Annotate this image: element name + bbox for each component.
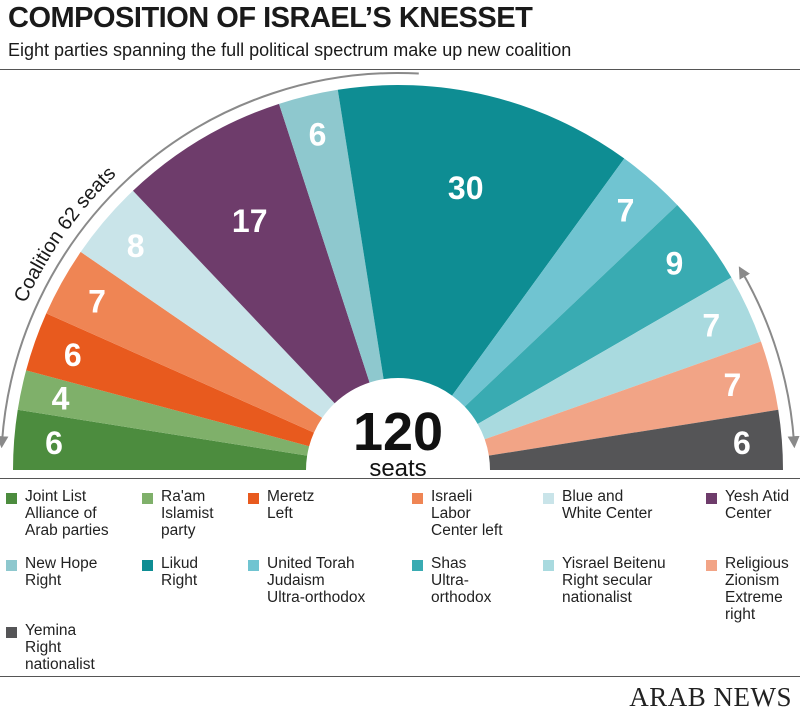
bottom-divider: [0, 676, 800, 677]
brand-logo: ARAB NEWS: [629, 682, 792, 712]
slice-1: [17, 370, 310, 456]
legend-party-desc: White Center: [562, 505, 653, 522]
slice-8: [452, 158, 678, 407]
legend-item: Blue and White Center: [543, 488, 652, 522]
legend-party-desc: Ultra-orthodox: [267, 589, 366, 606]
legend-swatch: [706, 493, 717, 504]
slice-value-label: 8: [127, 228, 145, 264]
slice-value-label: 6: [64, 337, 82, 373]
legend-party-desc: nationalist: [25, 656, 95, 673]
legend-item: Likud Right: [142, 555, 198, 589]
legend-party-name: Shas: [431, 555, 467, 572]
legend-item: Religious Zionism Extreme right: [706, 555, 789, 623]
slice-value-label: 30: [448, 170, 484, 206]
legend-party-desc: Extreme: [725, 589, 783, 606]
legend-party-desc: Left: [267, 505, 293, 522]
legend-party-desc: Islamist: [161, 505, 214, 522]
legend-party-desc: Arab parties: [25, 522, 109, 539]
legend-party-name: Yisrael Beitenu: [562, 555, 666, 572]
legend-party-desc: Right: [25, 572, 62, 589]
legend-party-desc: Labor: [431, 505, 471, 522]
legend-swatch: [248, 560, 259, 571]
legend-item: Shas Ultra-orthodox: [412, 555, 491, 606]
legend-party-name: Yesh Atid: [725, 488, 790, 505]
legend-party-desc: Judaism: [267, 572, 325, 589]
slice-2: [26, 313, 314, 447]
legend-party-desc: Right: [161, 572, 198, 589]
slice-value-label: 7: [88, 283, 106, 319]
legend-party-desc: Zionism: [725, 572, 780, 589]
legend-party-name: Blue and: [562, 488, 624, 505]
legend-swatch: [6, 627, 17, 638]
slice-5: [132, 103, 370, 404]
slice-value-label: 7: [723, 367, 741, 403]
slice-value-label: 9: [666, 246, 684, 282]
legend-party-desc: right: [725, 606, 756, 623]
legend-party-desc: Ultra-: [431, 572, 469, 589]
slice-12: [488, 409, 783, 470]
slice-value-label: 6: [309, 117, 327, 153]
top-divider: [0, 69, 800, 70]
legend-item: Yemina Right nationalist: [6, 622, 95, 673]
slice-10: [477, 277, 761, 440]
legend: Joint List Alliance of Arab parties Ra'am Is…: [0, 488, 800, 673]
slice-3: [46, 251, 323, 433]
slice-value-label: 6: [45, 425, 63, 461]
legend-item: Meretz Left: [248, 488, 314, 522]
coalition-arc-right: [738, 266, 800, 449]
legend-party-desc: Center left: [431, 522, 503, 539]
slice-value-label: 6: [733, 425, 751, 461]
legend-swatch: [248, 493, 259, 504]
legend-party-name: Likud: [161, 555, 199, 572]
legend-item: Ra'am Islamist party: [142, 488, 214, 539]
legend-swatch: [706, 560, 717, 571]
legend-swatch: [412, 493, 423, 504]
legend-party-desc: party: [161, 522, 196, 539]
slice-7: [337, 85, 625, 396]
legend-party-desc: Right secular: [562, 572, 653, 589]
legend-party-desc: Alliance of: [25, 505, 97, 522]
legend-party-name: Israeli: [431, 488, 473, 505]
slice-9: [464, 204, 732, 424]
slice-value-label: 7: [702, 308, 720, 344]
legend-swatch: [543, 493, 554, 504]
coalition-arc-left: [0, 72, 419, 449]
legend-party-name: New Hope: [25, 555, 98, 572]
legend-party-name: Religious: [725, 555, 789, 572]
legend-item: Yisrael Beitenu Right secular nationalist: [543, 555, 666, 606]
legend-item: United Torah Judaism Ultra-orthodox: [248, 555, 365, 606]
legend-swatch: [142, 560, 153, 571]
slice-value-label: 17: [232, 203, 268, 239]
legend-party-desc: Right: [25, 639, 62, 656]
legend-item: New Hope Right: [6, 555, 97, 589]
slice-value-label: 7: [617, 193, 635, 229]
page-title: COMPOSITION OF ISRAEL’S KNESSET: [8, 2, 533, 34]
total-seats-value: 120: [353, 402, 443, 462]
slice-4: [80, 190, 335, 418]
legend-party-name: Joint List: [25, 488, 87, 505]
legend-party-name: Ra'am: [161, 488, 206, 505]
legend-item: Joint List Alliance of Arab parties: [6, 488, 109, 539]
slice-6: [279, 89, 384, 383]
legend-swatch: [6, 493, 17, 504]
legend-swatch: [6, 560, 17, 571]
legend-swatch: [543, 560, 554, 571]
legend-party-name: Meretz: [267, 488, 315, 505]
chart-baseline: [0, 478, 800, 479]
legend-swatch: [142, 493, 153, 504]
slice-0: [13, 409, 308, 470]
legend-swatch: [412, 560, 423, 571]
page-subtitle: Eight parties spanning the full politica…: [8, 40, 572, 60]
legend-party-name: United Torah: [267, 555, 355, 572]
total-seats-label: seats: [369, 455, 426, 480]
slice-11: [484, 341, 779, 456]
legend-party-desc: orthodox: [431, 589, 492, 606]
legend-item: Israeli Labor Center left: [412, 488, 503, 539]
legend-party-desc: nationalist: [562, 589, 632, 606]
legend-party-desc: Center: [725, 505, 772, 522]
legend-party-name: Yemina: [25, 622, 77, 639]
legend-item: Yesh Atid Center: [706, 488, 789, 522]
slice-value-label: 4: [52, 380, 70, 416]
